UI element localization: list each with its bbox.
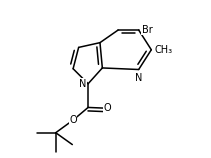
Text: N: N bbox=[135, 73, 142, 83]
Text: CH₃: CH₃ bbox=[154, 45, 173, 55]
Text: O: O bbox=[103, 103, 111, 113]
Text: O: O bbox=[69, 115, 77, 125]
Text: N: N bbox=[79, 79, 87, 89]
Text: Br: Br bbox=[142, 25, 153, 35]
